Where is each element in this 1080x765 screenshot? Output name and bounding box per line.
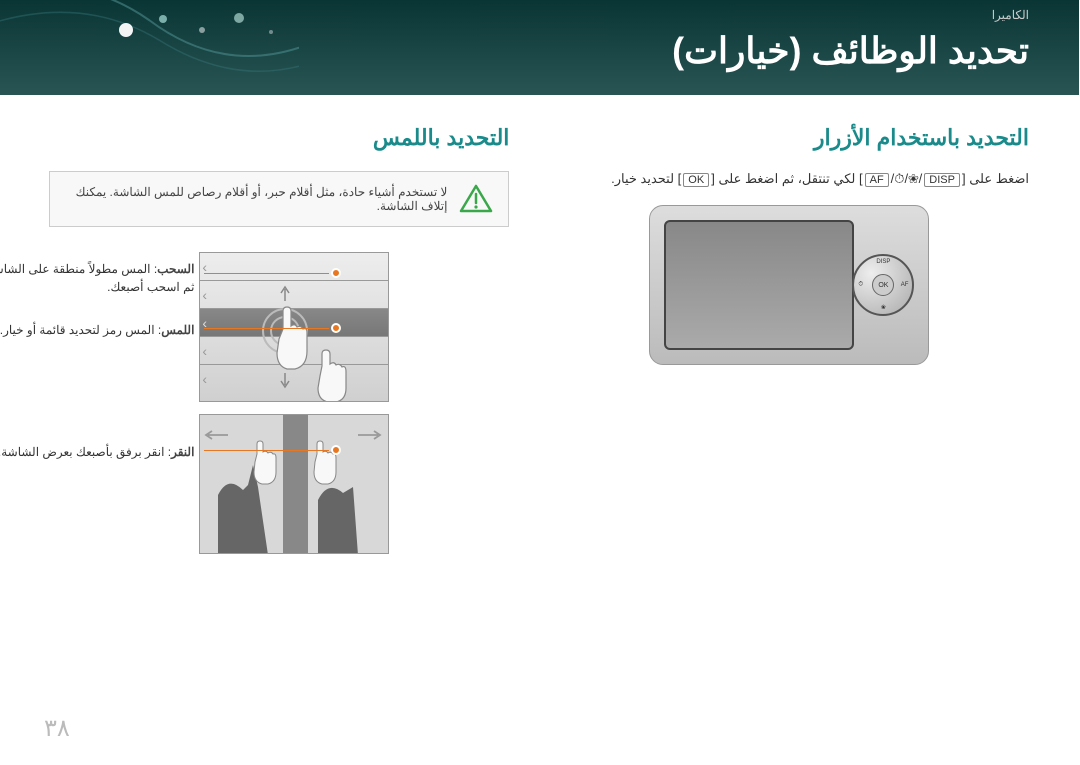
buttons-instruction: اضغط على [DISP/❀/⏱/AF] لكي تنتقل، ثم اضغ… xyxy=(550,171,1030,187)
key-af: AF xyxy=(866,173,890,187)
callout-drag: السحب: المس مطولاً منطقة على الشاشة، ثم … xyxy=(0,260,195,296)
touch-section: التحديد باللمس لا تستخدم أشياء حادة، مثل… xyxy=(50,125,510,554)
callout-line xyxy=(205,328,330,329)
warning-box: لا تستخدم أشياء حادة، مثل أقلام حبر، أو … xyxy=(50,171,510,227)
page-number: ٣٨ xyxy=(45,714,71,743)
camera-illustration: DISP AF ❀ ⏱ OK xyxy=(640,205,930,380)
header-breadcrumb: الكاميرا xyxy=(993,8,1030,22)
warning-text: لا تستخدم أشياء حادة، مثل أقلام حبر، أو … xyxy=(66,185,448,213)
touch-section-title: التحديد باللمس xyxy=(50,125,510,151)
key-disp: DISP xyxy=(925,173,961,187)
callout-flick: النقر: انقر برفق بأصبعك بعرض الشاشة. xyxy=(0,443,195,461)
warning-icon xyxy=(460,184,494,214)
tap-hand-icon xyxy=(301,348,361,402)
touch-figure-drag: › › › › › xyxy=(200,252,390,402)
buttons-section: التحديد باستخدام الأزرار اضغط على [DISP/… xyxy=(550,125,1030,554)
callout-line xyxy=(205,450,330,451)
page-title: تحديد الوظائف (خيارات) xyxy=(673,30,1030,72)
touch-figure-flick xyxy=(200,414,390,554)
dpad-illustration: DISP AF ❀ ⏱ OK xyxy=(853,254,915,316)
callout-tap: اللمس: المس رمز لتحديد قائمة أو خيار. xyxy=(0,321,195,339)
buttons-section-title: التحديد باستخدام الأزرار xyxy=(550,125,1030,151)
header-curve-decoration xyxy=(0,0,300,95)
key-ok: OK xyxy=(684,173,710,187)
page-header: الكاميرا تحديد الوظائف (خيارات) xyxy=(0,0,1080,95)
flick-scene xyxy=(200,415,389,554)
callout-line xyxy=(205,273,330,274)
